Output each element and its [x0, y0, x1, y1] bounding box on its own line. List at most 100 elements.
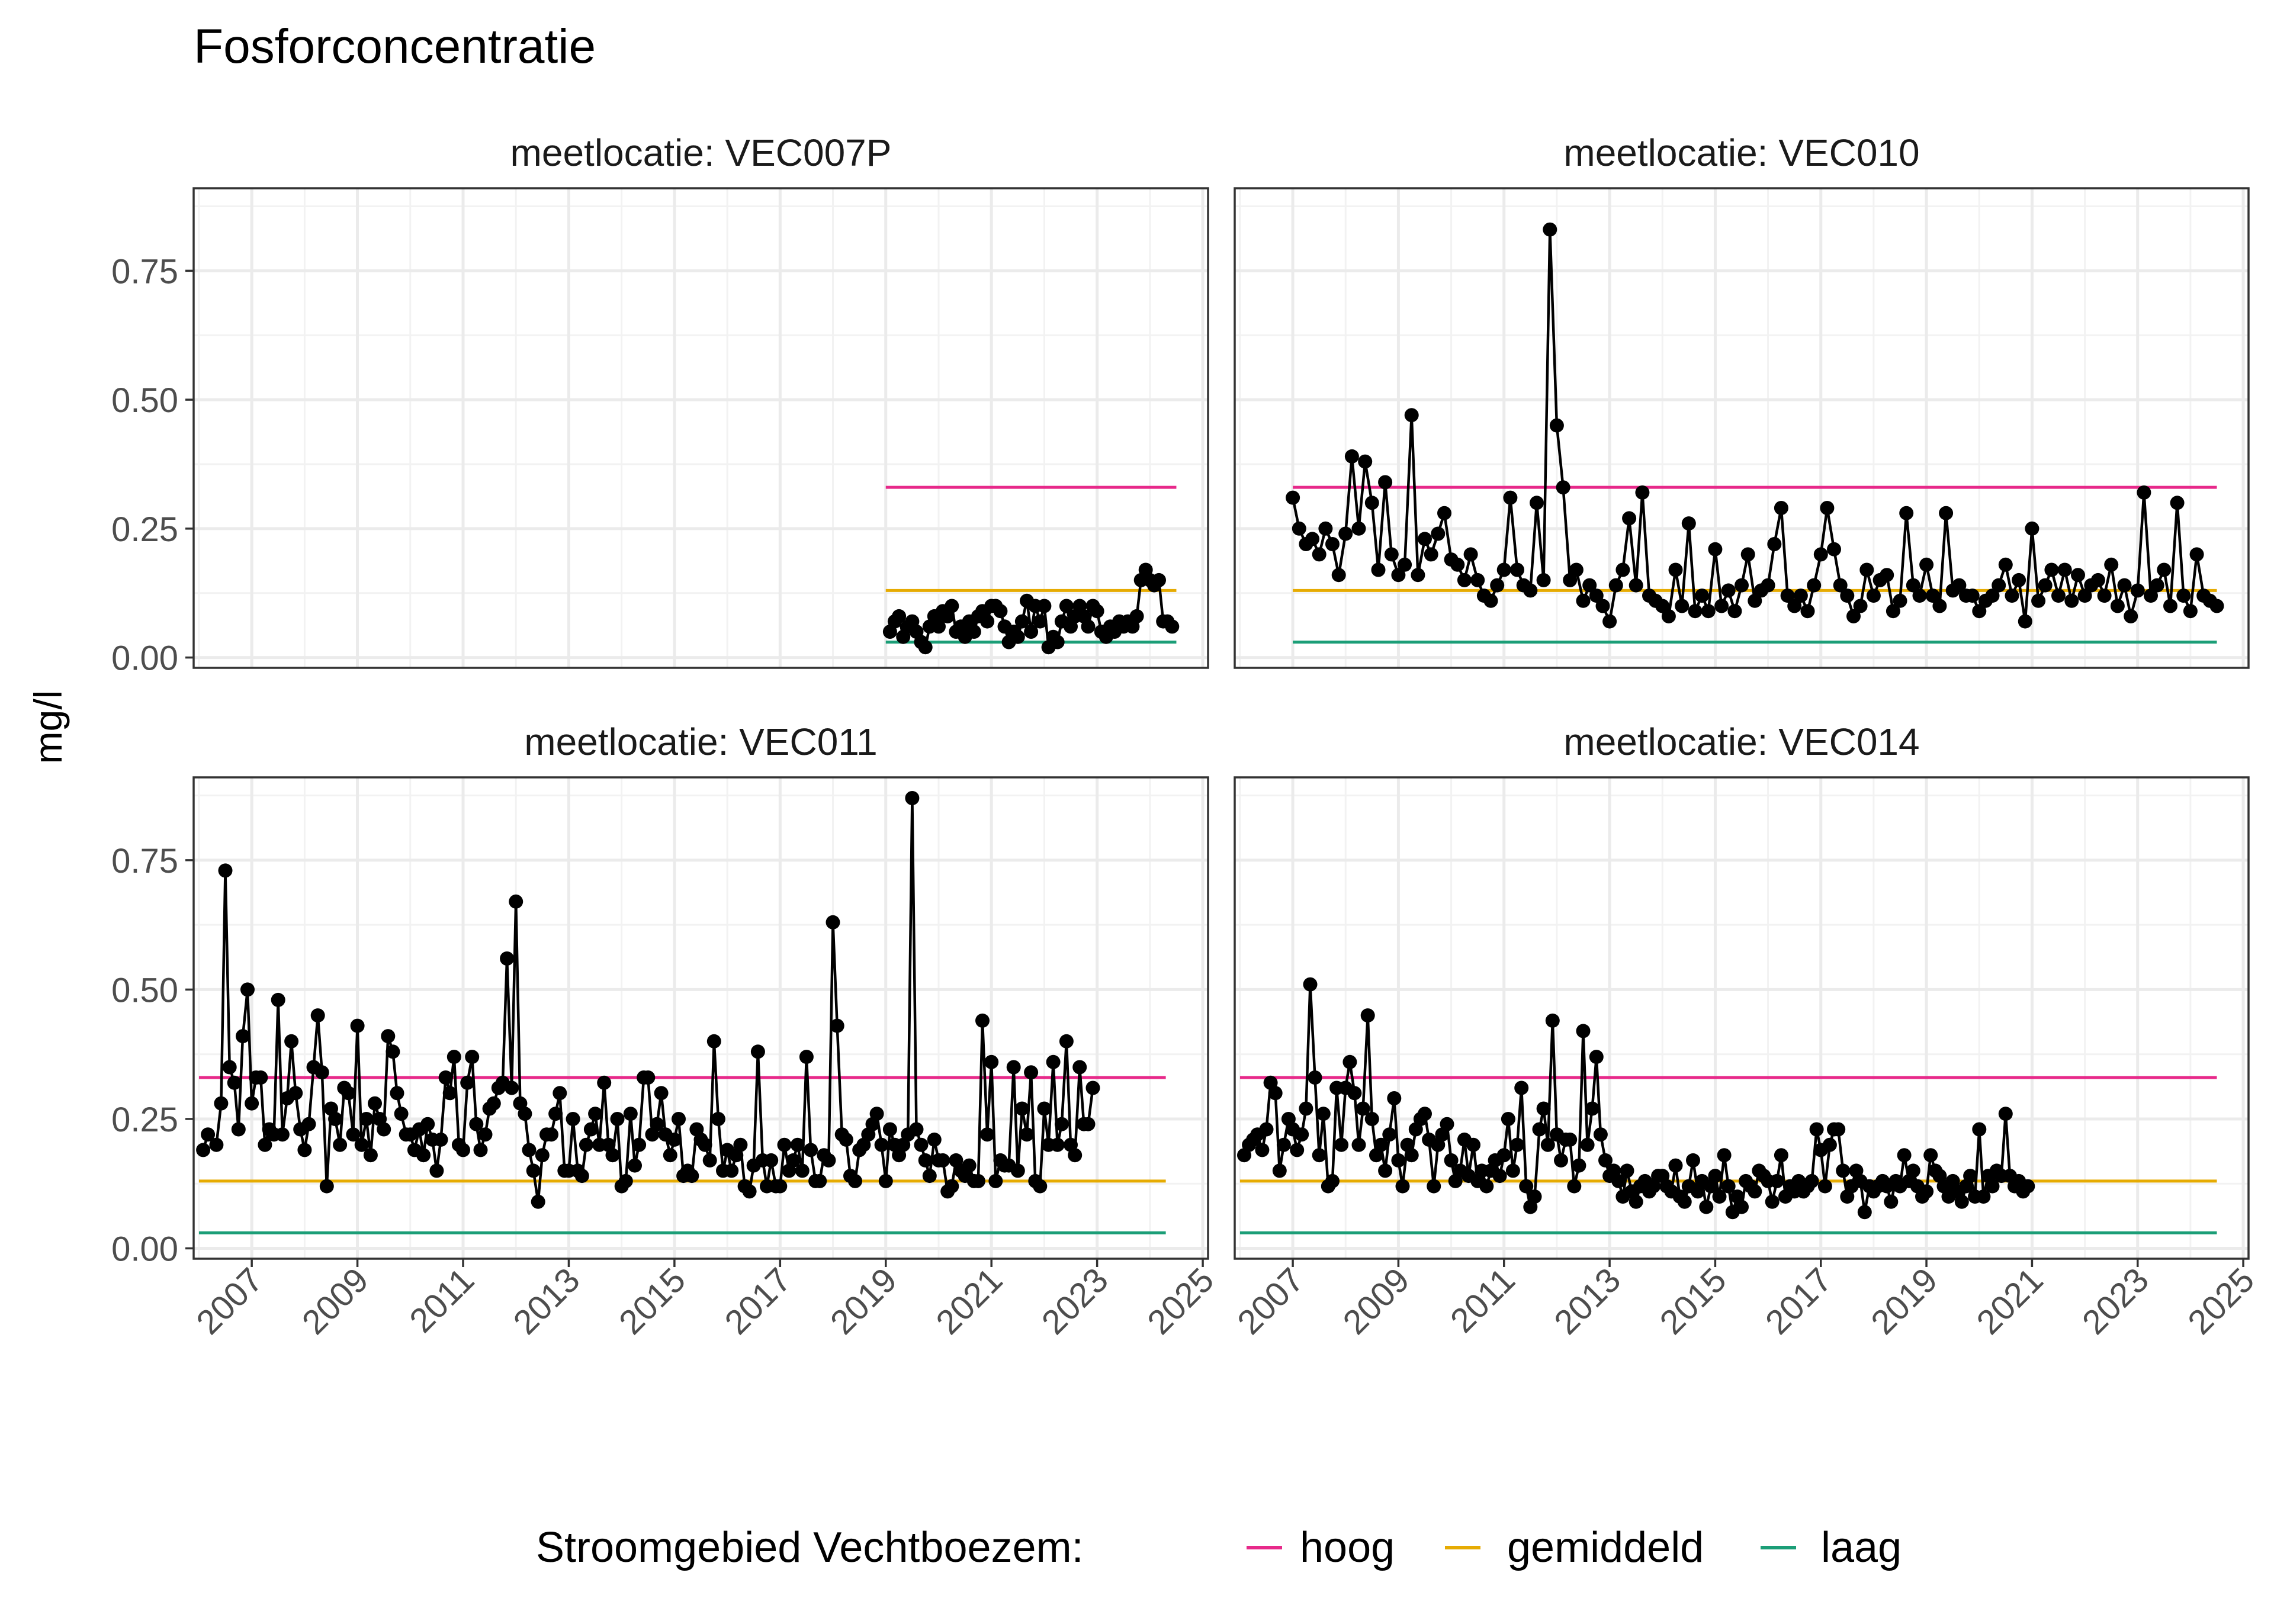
data-point: [945, 1179, 959, 1194]
data-point: [878, 1173, 893, 1188]
data-point: [1391, 568, 1406, 583]
data-point: [1037, 599, 1052, 613]
data-point: [918, 640, 933, 655]
data-point: [1259, 1122, 1274, 1137]
data-point: [2044, 562, 2059, 577]
data-point: [1906, 578, 1920, 593]
data-point: [773, 1179, 788, 1194]
data-point: [1761, 578, 1775, 593]
data-point: [2157, 562, 2172, 577]
data-point: [1404, 1148, 1419, 1163]
data-point: [2150, 578, 2164, 593]
data-point: [574, 1169, 589, 1184]
data-point: [1072, 1060, 1087, 1075]
data-point: [777, 1137, 792, 1152]
data-point: [1503, 490, 1518, 505]
data-point: [1382, 1127, 1397, 1142]
data-point: [1595, 599, 1610, 613]
data-point: [1351, 1137, 1366, 1152]
data-point: [1886, 604, 1900, 619]
data-point: [1593, 1127, 1608, 1142]
data-point: [1735, 578, 1749, 593]
data-point: [1081, 1117, 1096, 1131]
data-point: [288, 1086, 303, 1101]
data-point: [328, 1112, 343, 1126]
data-point: [1024, 1065, 1039, 1080]
data-point: [1479, 1179, 1494, 1194]
data-point: [1582, 578, 1597, 593]
data-point: [1714, 599, 1729, 613]
data-point: [610, 1112, 625, 1126]
data-point: [447, 1050, 461, 1065]
data-point: [1554, 1153, 1568, 1168]
data-point: [553, 1086, 567, 1101]
data-point: [927, 1132, 942, 1147]
data-point: [1165, 619, 1180, 634]
data-point: [1152, 573, 1166, 587]
data-point: [1492, 1169, 1507, 1184]
data-point: [1523, 583, 1538, 598]
data-point: [1272, 1163, 1287, 1178]
facet-strip-label: meetlocatie: VEC010: [1563, 131, 1919, 174]
data-point: [478, 1127, 493, 1142]
data-point: [1615, 562, 1630, 577]
panel-border: [192, 776, 1209, 1260]
data-point: [1536, 573, 1551, 587]
data-point: [1129, 609, 1144, 623]
data-point: [2110, 599, 2125, 613]
data-point: [1510, 1137, 1524, 1152]
data-point: [394, 1107, 409, 1121]
data-point: [245, 1096, 259, 1111]
data-point: [1404, 408, 1419, 423]
data-point: [1675, 599, 1690, 613]
data-point: [1576, 593, 1591, 608]
data-point: [1532, 1122, 1547, 1137]
data-point: [786, 1153, 801, 1168]
data-point: [1014, 614, 1029, 629]
data-point: [2144, 589, 2158, 603]
data-point: [1411, 568, 1425, 583]
data-point: [1463, 547, 1478, 562]
data-point: [945, 599, 959, 613]
data-point: [1290, 1143, 1305, 1157]
data-point: [297, 1143, 312, 1157]
data-point: [460, 1075, 475, 1090]
series-line: [201, 796, 1094, 1204]
data-point: [2097, 589, 2112, 603]
data-point: [750, 1044, 765, 1059]
data-point: [1384, 547, 1399, 562]
data-point: [839, 1132, 853, 1147]
data-point: [1717, 1148, 1732, 1163]
data-point: [790, 1137, 805, 1152]
data-point: [368, 1096, 382, 1111]
data-point: [1358, 454, 1373, 469]
data-point: [1840, 589, 1855, 603]
data-point: [341, 1086, 356, 1101]
data-point: [1006, 1060, 1021, 1075]
data-point: [354, 1137, 369, 1152]
data-point: [685, 1169, 699, 1184]
data-point: [830, 1018, 844, 1033]
data-point: [509, 894, 523, 909]
data-point: [1919, 557, 1934, 572]
data-point: [2038, 578, 2053, 593]
data-point: [1923, 1148, 1938, 1163]
data-point: [1998, 557, 2013, 572]
data-point: [1295, 1127, 1309, 1142]
data-point: [1853, 599, 1868, 613]
data-point: [1037, 1101, 1052, 1116]
data-point: [1303, 977, 1318, 992]
data-point: [1893, 593, 1907, 608]
data-point: [535, 1148, 550, 1163]
data-point: [2137, 485, 2151, 500]
y-tick-label: 0.25: [111, 510, 178, 549]
data-point: [918, 1153, 933, 1168]
data-point: [420, 1117, 435, 1131]
data-point: [1635, 485, 1650, 500]
data-point: [821, 1153, 836, 1168]
data-point: [1769, 1173, 1784, 1188]
data-point: [1085, 1080, 1100, 1095]
data-point: [1344, 449, 1359, 464]
data-point: [1545, 1013, 1560, 1028]
data-point: [1050, 635, 1065, 649]
